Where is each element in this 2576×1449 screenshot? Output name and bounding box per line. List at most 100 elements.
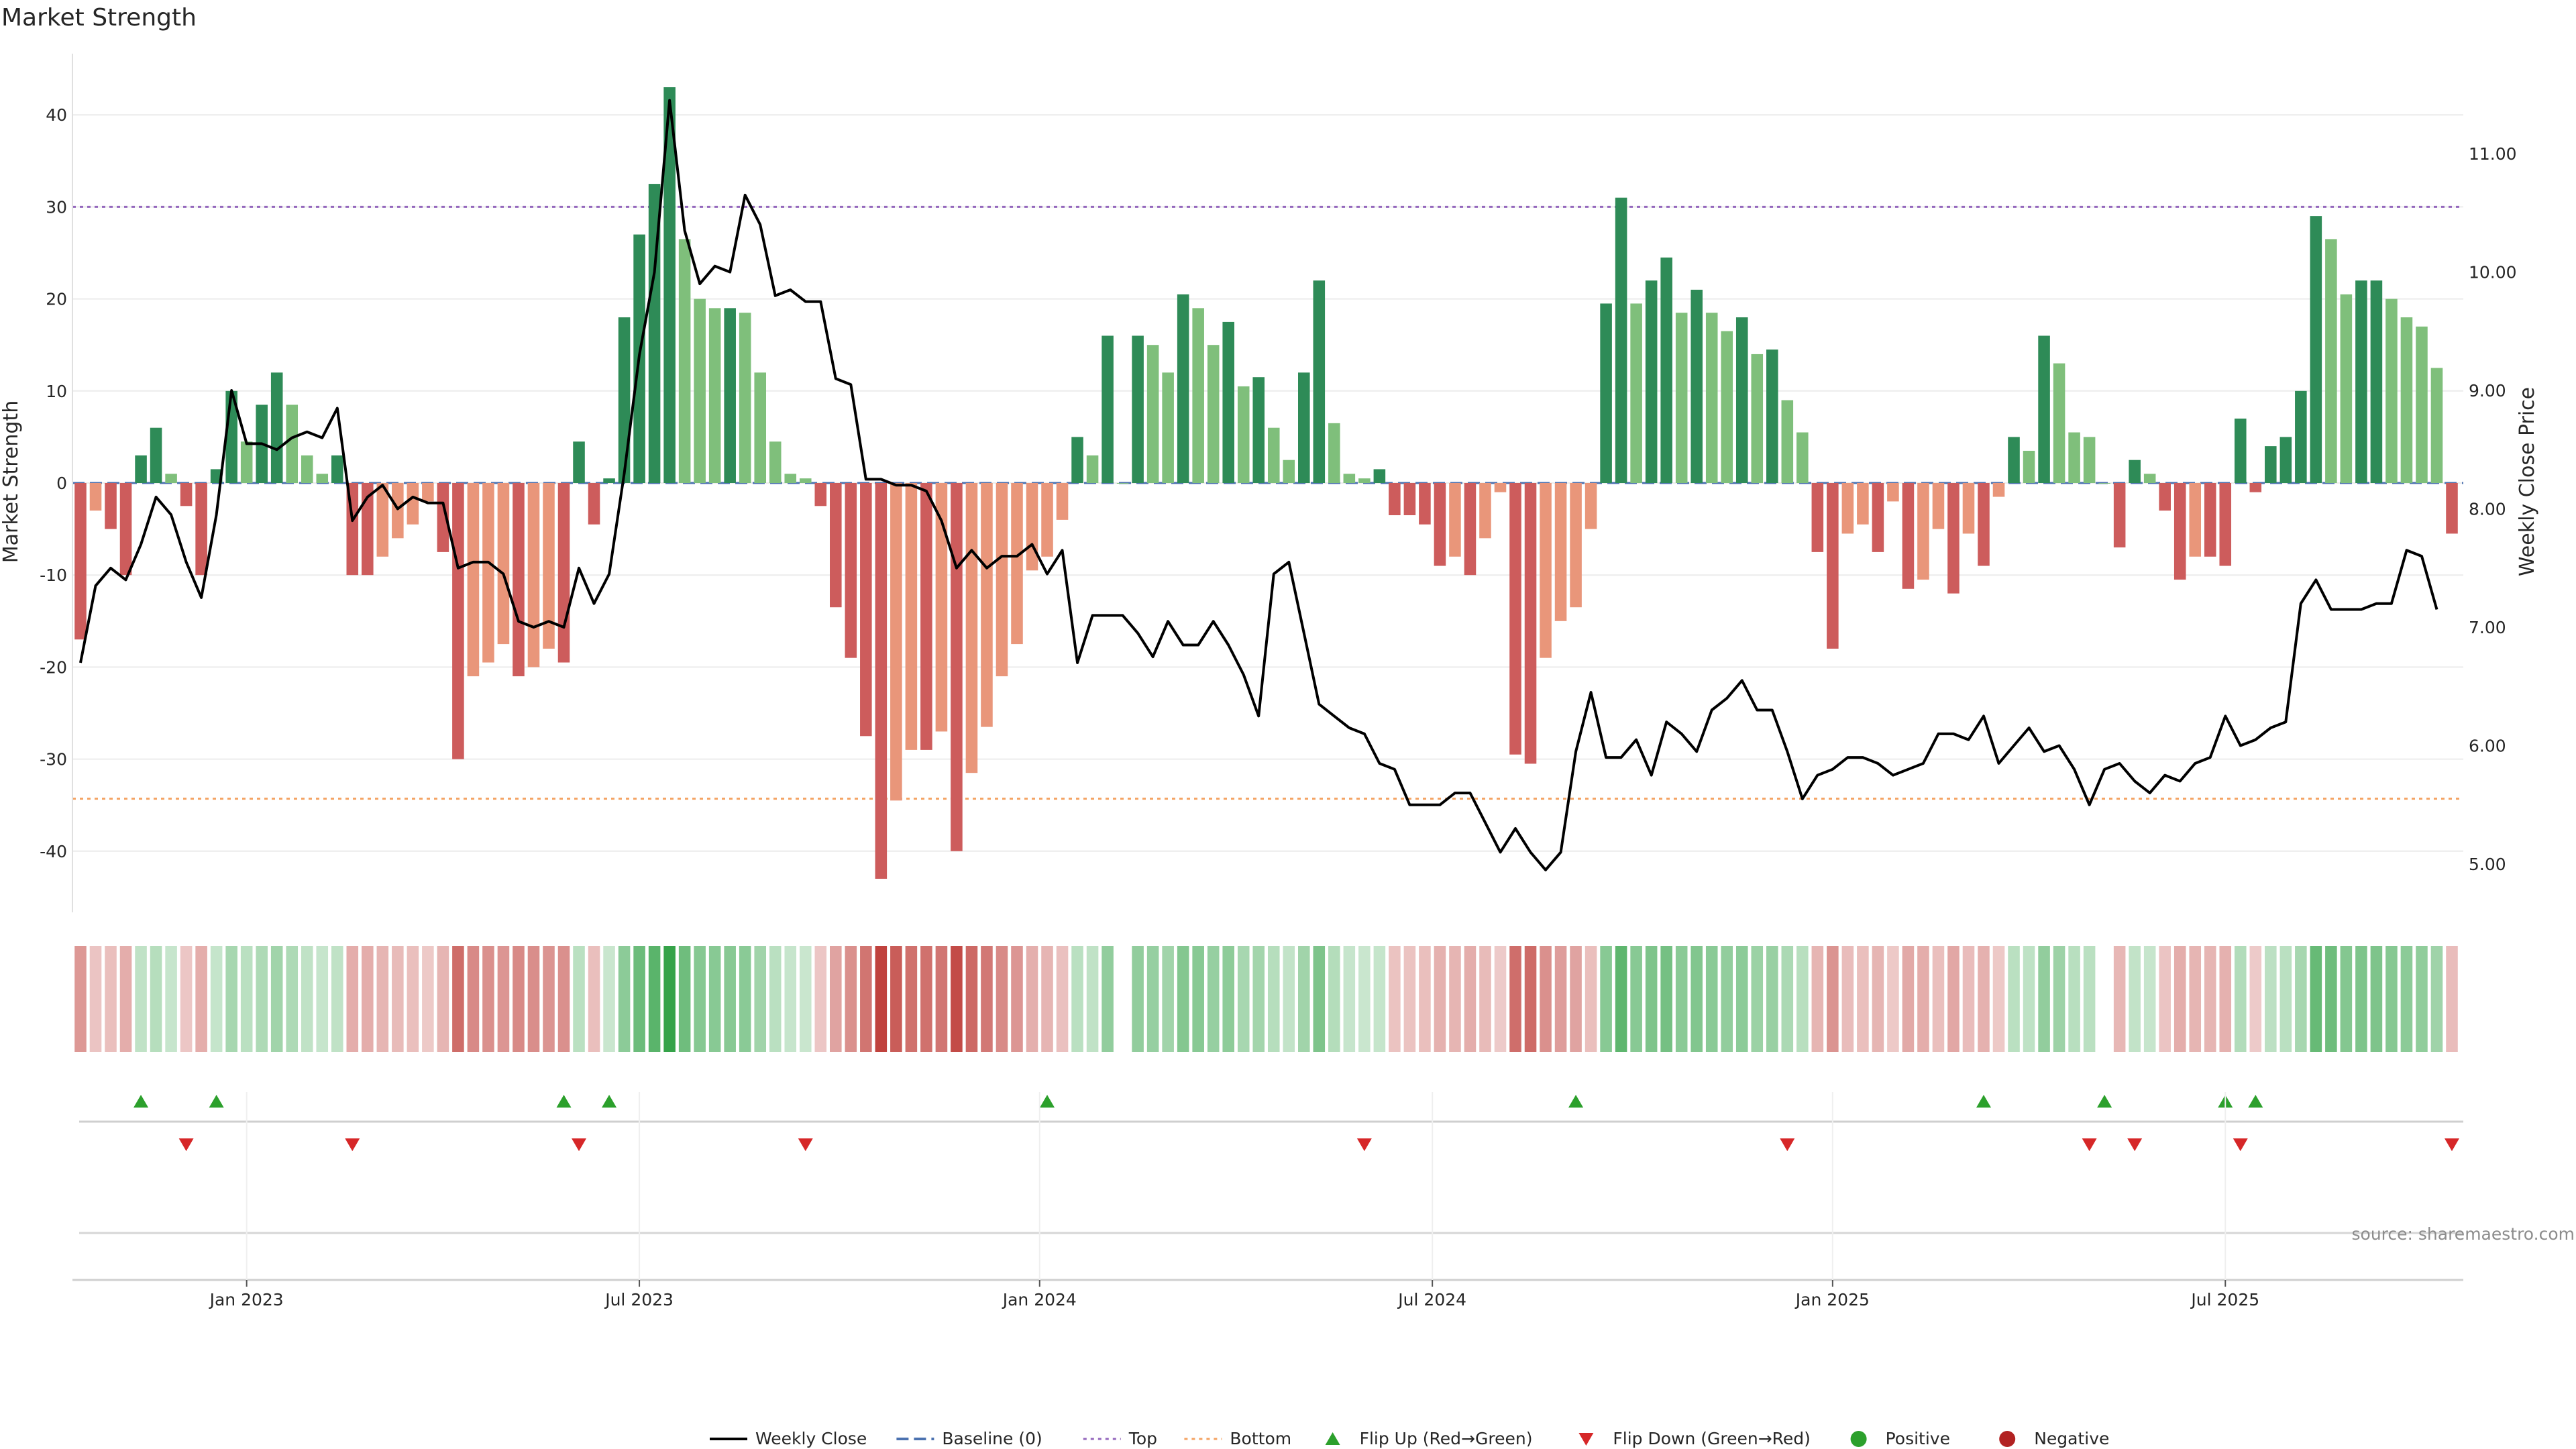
- strength-bar: [422, 483, 434, 502]
- strength-bar: [1917, 483, 1929, 580]
- flip-down-marker: [178, 1138, 194, 1151]
- weekly-close-line: [79, 99, 2438, 871]
- heat-cell: [165, 946, 177, 1052]
- y-tick-label: 30: [46, 197, 67, 217]
- heat-cell: [1389, 946, 1401, 1052]
- legend-label: Negative: [2034, 1429, 2109, 1448]
- heat-cell: [527, 946, 540, 1052]
- strength-bar: [799, 478, 812, 483]
- strength-bar: [2310, 216, 2322, 483]
- strength-bar: [2370, 280, 2383, 483]
- strength-bar: [1056, 483, 1069, 520]
- strength-bar: [1509, 483, 1521, 755]
- heat-cell: [376, 946, 389, 1052]
- strength-bar: [965, 483, 978, 773]
- heat-cell: [1449, 946, 1461, 1052]
- heat-cell: [663, 946, 676, 1052]
- heat-cell: [1811, 946, 1824, 1052]
- strength-bar: [2400, 317, 2413, 483]
- legend-swatch-flip-up: [1325, 1432, 1340, 1445]
- strength-bar: [1222, 321, 1234, 483]
- strength-bar: [2340, 294, 2353, 483]
- heat-cell: [1102, 946, 1114, 1052]
- strength-bar: [1615, 197, 1627, 483]
- y2-tick-label: 5.00: [2469, 855, 2506, 874]
- heat-layer: [74, 946, 2458, 1052]
- strength-bar: [1011, 483, 1023, 645]
- strength-bar: [1162, 372, 1174, 483]
- heat-cell: [135, 946, 147, 1052]
- legend-label: Weekly Close: [755, 1429, 867, 1448]
- flip-down-marker: [2233, 1138, 2248, 1151]
- y-axis-label: Market Strength: [0, 400, 23, 563]
- heat-cell: [2053, 946, 2065, 1052]
- strength-bar: [2023, 450, 2035, 483]
- heat-cell: [2370, 946, 2383, 1052]
- y-tick-label: -20: [40, 657, 67, 677]
- strength-bar: [1645, 280, 1658, 483]
- heat-cell: [1026, 946, 1038, 1052]
- heat-cell: [1615, 946, 1627, 1052]
- flip-down-marker: [1780, 1138, 1795, 1151]
- heat-cell: [845, 946, 857, 1052]
- heat-cell: [1494, 946, 1507, 1052]
- flip-down-marker: [798, 1138, 813, 1151]
- strength-bar: [105, 483, 117, 529]
- heat-cell: [210, 946, 223, 1052]
- heat-cell: [1041, 946, 1053, 1052]
- bar-layer: [74, 87, 2458, 879]
- strength-bar: [2249, 483, 2262, 492]
- strength-bar: [1660, 257, 1672, 483]
- strength-bar: [1570, 483, 1582, 608]
- heat-cell: [1872, 946, 1884, 1052]
- strength-bar: [2174, 483, 2186, 580]
- strength-bar: [845, 483, 857, 658]
- heat-cell: [1086, 946, 1099, 1052]
- heat-cell: [1162, 946, 1174, 1052]
- strength-bar: [180, 483, 193, 506]
- strength-bar: [2068, 432, 2080, 483]
- heat-cell: [1841, 946, 1854, 1052]
- heat-cell: [588, 946, 600, 1052]
- heat-cell: [1978, 946, 1990, 1052]
- heat-cell: [1464, 946, 1477, 1052]
- strength-bar: [678, 239, 691, 483]
- heat-cell: [2265, 946, 2277, 1052]
- heat-cell: [2446, 946, 2458, 1052]
- heat-cell: [2083, 946, 2096, 1052]
- strength-bar: [1343, 474, 1356, 483]
- strength-bar: [1872, 483, 1884, 552]
- strength-bar: [1132, 335, 1144, 483]
- strength-bar: [890, 483, 902, 801]
- heat-cell: [860, 946, 872, 1052]
- y2-tick-label: 9.00: [2469, 381, 2506, 400]
- heat-cell: [1630, 946, 1642, 1052]
- heat-cell: [422, 946, 434, 1052]
- strength-bar: [1358, 478, 1371, 483]
- strength-bar: [482, 483, 494, 663]
- heat-cell: [119, 946, 132, 1052]
- heat-cell: [1660, 946, 1672, 1052]
- legend-item: Flip Up (Red→Green): [1325, 1429, 1532, 1448]
- strength-bar: [2446, 483, 2458, 534]
- heat-cell: [1766, 946, 1778, 1052]
- heat-cell: [905, 946, 918, 1052]
- heat-cell: [2355, 946, 2367, 1052]
- heat-cell: [1328, 946, 1340, 1052]
- heat-cell: [981, 946, 993, 1052]
- heat-cell: [74, 946, 87, 1052]
- heat-cell: [1056, 946, 1069, 1052]
- strength-bar: [74, 483, 87, 640]
- strength-bar: [1479, 483, 1491, 539]
- strength-bar: [1540, 483, 1552, 658]
- strength-bar: [814, 483, 827, 506]
- heat-cell: [1479, 946, 1491, 1052]
- heat-cell: [482, 946, 494, 1052]
- heat-cell: [1947, 946, 1960, 1052]
- strength-bar: [1177, 294, 1189, 483]
- heat-cell: [1192, 946, 1204, 1052]
- strength-bar: [2204, 483, 2216, 557]
- strength-bar: [1494, 483, 1507, 492]
- flip-up-marker: [2097, 1095, 2112, 1108]
